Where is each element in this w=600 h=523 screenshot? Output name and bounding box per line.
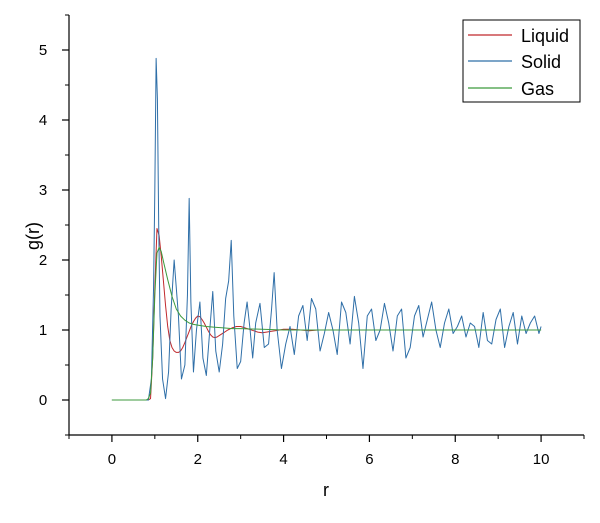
- y-tick-label-5: 5: [39, 42, 47, 59]
- legend-label-gas: Gas: [521, 79, 554, 99]
- y-tick-label-1: 1: [39, 322, 47, 339]
- y-tick-label-0: 0: [39, 392, 47, 409]
- x-tick-label-10: 10: [533, 451, 550, 468]
- x-tick-label-2: 2: [194, 451, 202, 468]
- x-tick-label-0: 0: [108, 451, 116, 468]
- x-tick-label-6: 6: [365, 451, 373, 468]
- y-tick-label-3: 3: [39, 182, 47, 199]
- y-tick-label-4: 4: [39, 112, 47, 129]
- x-tick-label-4: 4: [279, 451, 287, 468]
- series-layer: [111, 57, 542, 401]
- legend: Liquid Solid Gas: [462, 19, 581, 103]
- series-line-solid: [111, 57, 542, 401]
- y-axis-title: g(r): [23, 222, 43, 250]
- legend-label-liquid: Liquid: [521, 26, 569, 46]
- legend-label-solid: Solid: [521, 52, 561, 72]
- series-line-liquid: [111, 228, 542, 401]
- x-axis-title: r: [323, 480, 329, 500]
- ticks-layer: 0 2 4 6 8 10 0 1 2 3 4 5: [39, 14, 585, 468]
- y-tick-label-2: 2: [39, 252, 47, 269]
- series-line-gas: [111, 246, 542, 401]
- x-tick-label-8: 8: [451, 451, 459, 468]
